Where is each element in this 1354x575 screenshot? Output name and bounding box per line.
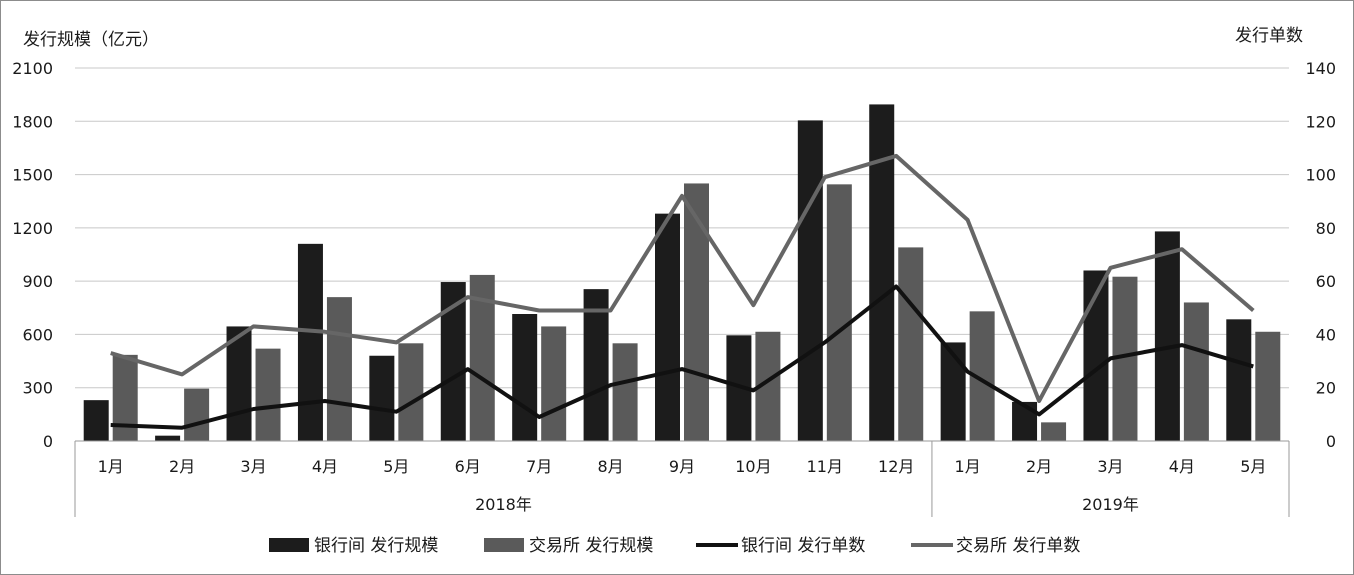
bar — [297, 243, 323, 441]
bar — [1154, 231, 1180, 441]
legend: 银行间 发行规模 交易所 发行规模 银行间 发行单数 交易所 发行单数 — [269, 536, 1080, 556]
legend-label: 银行间 发行规模 — [314, 536, 438, 556]
bar — [898, 247, 924, 441]
bar — [541, 326, 567, 441]
bar — [326, 297, 352, 441]
bar — [612, 343, 638, 441]
x-group-label: 2018年 — [475, 495, 532, 514]
legend-item: 交易所 发行规模 — [484, 536, 653, 556]
y-right-tick-label: 100 — [1305, 166, 1336, 185]
x-tick-label: 1月 — [955, 457, 981, 476]
bar — [255, 348, 281, 441]
x-tick-label: 5月 — [383, 457, 409, 476]
bar — [797, 120, 823, 442]
y-left-tick-label: 300 — [22, 379, 53, 398]
x-tick-label: 2月 — [1026, 457, 1052, 476]
bars — [83, 104, 1281, 442]
series-line — [110, 284, 1254, 430]
bar — [684, 183, 709, 441]
y-right-tick-label: 60 — [1316, 272, 1336, 291]
y-right-tick-label: 120 — [1305, 112, 1336, 131]
bar — [398, 343, 424, 441]
bar — [512, 314, 538, 441]
y-left-tick-label: 1500 — [12, 166, 53, 185]
x-tick-label: 1月 — [98, 457, 124, 476]
x-tick-label: 9月 — [669, 457, 695, 476]
x-tick-label: 10月 — [735, 457, 771, 476]
x-tick-label: 3月 — [240, 457, 266, 476]
x-tick-label: 4月 — [312, 457, 338, 476]
y-left-tick-label: 900 — [22, 272, 53, 291]
bar — [940, 342, 966, 441]
x-tick-label: 8月 — [597, 457, 623, 476]
lines — [110, 153, 1255, 430]
y-left-tick-label: 2100 — [12, 59, 53, 78]
y-left-tick-label: 1800 — [12, 112, 53, 131]
y-right-tick-label: 20 — [1316, 379, 1336, 398]
legend-item: 交易所 发行单数 — [911, 536, 1080, 556]
y-right-tick-label: 80 — [1316, 219, 1336, 238]
bar — [1226, 319, 1252, 441]
bar — [83, 400, 109, 441]
y-left-tick-label: 600 — [22, 325, 53, 344]
legend-swatch — [484, 538, 524, 552]
bar — [1041, 422, 1067, 441]
bar — [655, 213, 680, 441]
bar — [869, 104, 895, 442]
bar — [1183, 302, 1209, 441]
y-right-tick-label: 0 — [1326, 432, 1336, 451]
y-right-axis-title: 发行单数 — [1235, 26, 1303, 46]
x-tick-label: 3月 — [1097, 457, 1123, 476]
legend-swatch — [269, 538, 309, 552]
y-left-tick-label: 0 — [43, 432, 53, 451]
x-tick-label: 12月 — [878, 457, 914, 476]
legend-item: 银行间 发行单数 — [696, 536, 865, 556]
y-right-tick-label: 140 — [1305, 59, 1336, 78]
y-left-axis-title: 发行规模（亿元） — [23, 30, 159, 50]
bar — [369, 355, 395, 441]
axes: 发行规模（亿元） 发行单数 0 0 300 20 600 40 900 60 1200 80 150… — [12, 26, 1336, 517]
series-line — [110, 153, 1255, 403]
bar — [155, 435, 181, 441]
x-tick-label: 2月 — [169, 457, 195, 476]
bar — [112, 354, 138, 441]
legend-label: 银行间 发行单数 — [741, 536, 865, 556]
x-tick-label: 4月 — [1169, 457, 1195, 476]
x-group-label: 2019年 — [1082, 495, 1139, 514]
x-tick-label: 5月 — [1240, 457, 1266, 476]
x-tick-label: 11月 — [807, 457, 843, 476]
y-left-tick-label: 1200 — [12, 219, 53, 238]
bar — [826, 184, 852, 442]
bar — [1255, 331, 1281, 441]
legend-label: 交易所 发行单数 — [956, 536, 1080, 556]
bar — [184, 388, 210, 441]
x-tick-label: 6月 — [455, 457, 481, 476]
x-tick-label: 7月 — [526, 457, 552, 476]
legend-item: 银行间 发行规模 — [269, 536, 438, 556]
bar — [583, 289, 609, 441]
bar — [226, 326, 252, 441]
legend-label: 交易所 发行规模 — [529, 536, 653, 556]
y-right-tick-label: 40 — [1316, 325, 1336, 344]
